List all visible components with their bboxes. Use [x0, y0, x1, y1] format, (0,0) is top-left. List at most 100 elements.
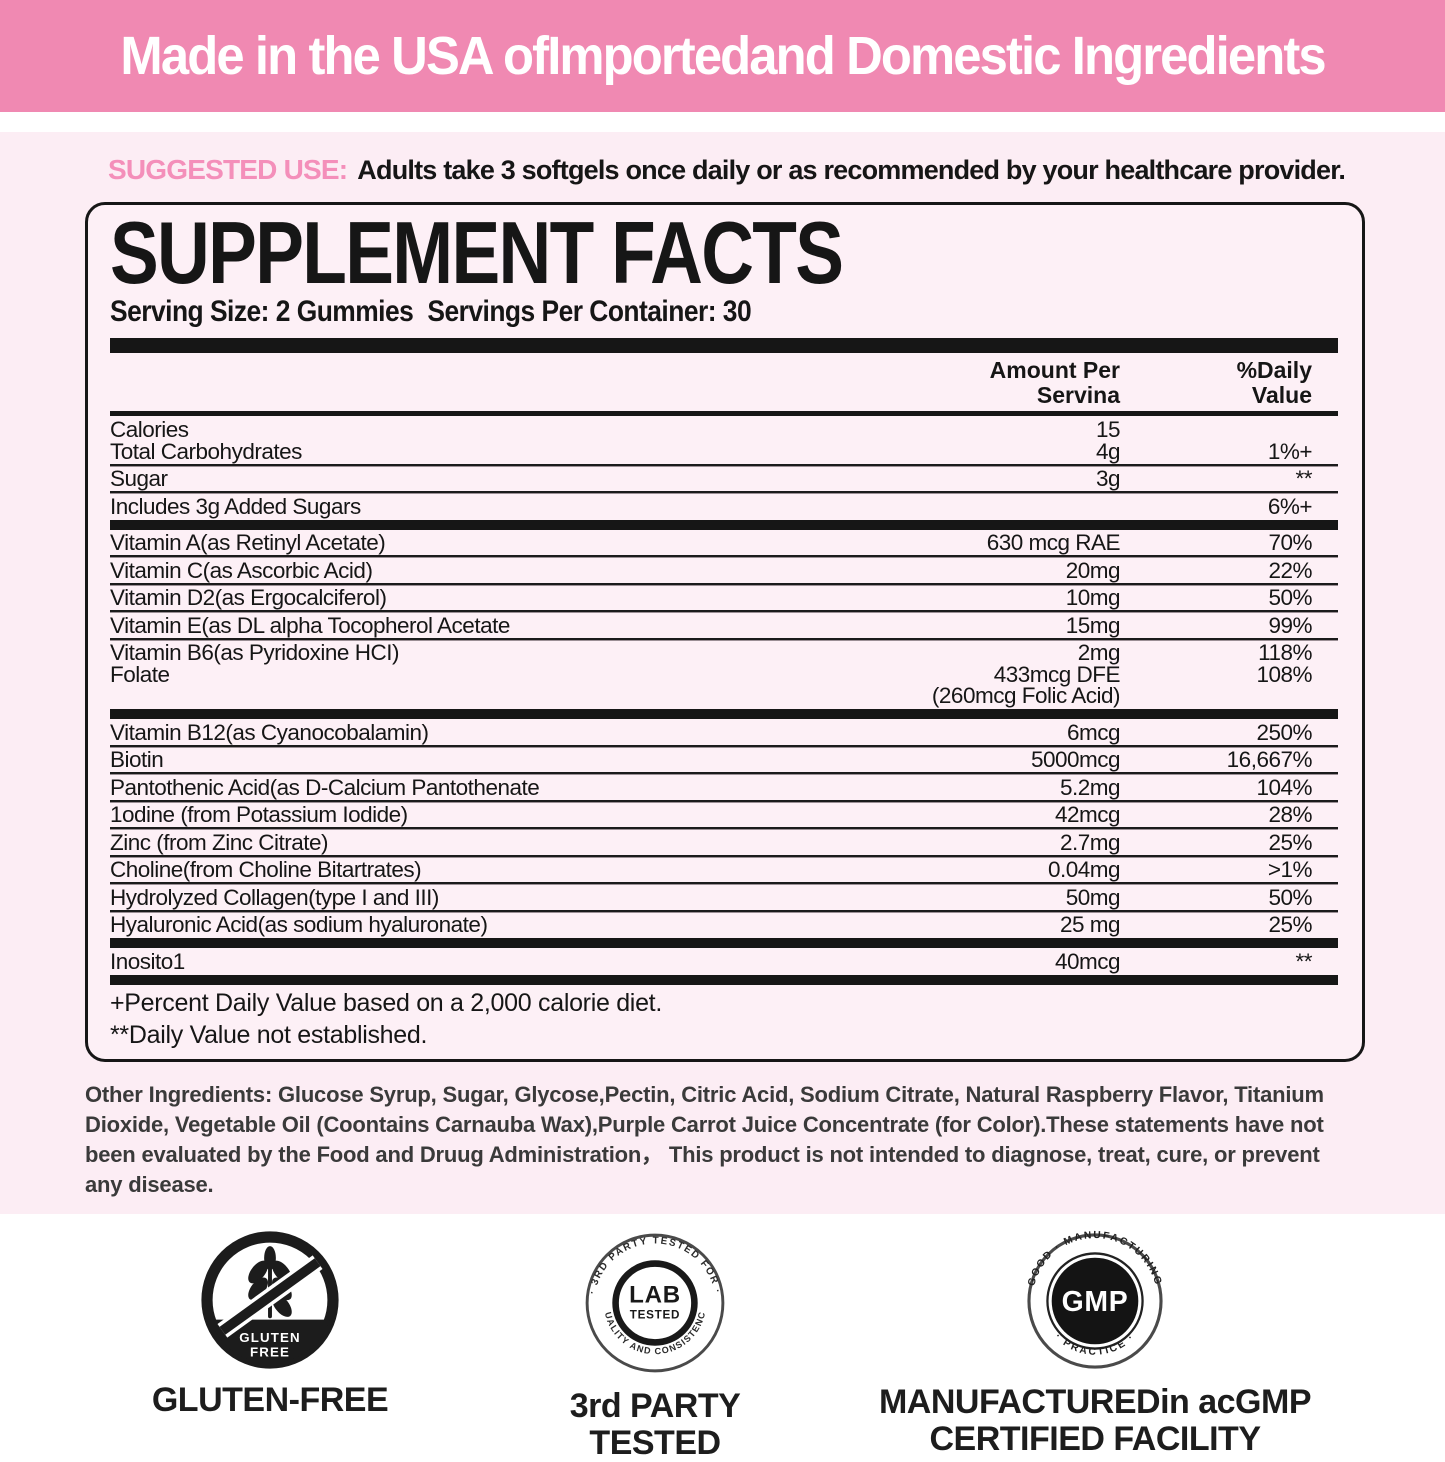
row-separator-thick — [110, 974, 1338, 985]
nutrient-amount: 50mg — [1065, 884, 1121, 910]
footnote-not-established: **Daily Value not established. — [110, 1020, 428, 1049]
lab-label-line1: 3rd PARTY — [569, 1386, 741, 1425]
row-separator-thin — [110, 555, 1338, 558]
nutrient-name: Vitamin D2(as Ergocalciferol) — [110, 585, 387, 610]
dv-header-line1: %Daily — [1236, 357, 1312, 383]
nutrient-amount: 5.2mg — [1059, 774, 1121, 800]
nutrient-daily-value: 108% — [1256, 661, 1312, 687]
gmp-label-line1: MANUFACTUREDin acGMP — [878, 1382, 1312, 1421]
nutrient-name: Vitamin B12(as Cyanocobalamin) — [110, 719, 429, 745]
daily-value-header: %Daily Value — [1120, 358, 1338, 408]
row-separator-thick — [110, 519, 1338, 530]
nutrient-daily-value: 104% — [1256, 774, 1312, 800]
nutrient-name: Hyaluronic Acid(as sodium hyaluronate) — [110, 912, 488, 937]
nutrient-name: Pantothenic Acid(as D-Calcium Pantothena… — [110, 774, 540, 800]
nutrient-daily-value — [1120, 686, 1338, 706]
nutrient-name: Folate — [110, 661, 170, 687]
certification-badges: GLUTEN FREE GLUTEN-FREE LAB TESTED · 3RD… — [0, 1213, 1445, 1462]
row-separator-thin — [110, 637, 1338, 641]
divider-strip — [0, 112, 1445, 132]
row-separator-thick — [110, 938, 1338, 948]
table-row: Vitamin E(as DL alpha Tocopherol Acetate… — [110, 612, 1338, 638]
nutrient-amount: 630 mcg RAE — [986, 530, 1121, 555]
table-row: Includes 3g Added Sugars 6%+ — [110, 493, 1338, 519]
row-separator-thin — [110, 882, 1338, 885]
nutrient-daily-value: 118% — [1258, 640, 1312, 665]
nutrient-daily-value: 70% — [1268, 530, 1312, 555]
row-separator-thin — [110, 744, 1338, 748]
table-row: Pantothenic Acid(as D-Calcium Pantothena… — [110, 774, 1338, 800]
header-spacer — [110, 358, 820, 408]
suggested-use-line: SUGGESTED USE: Adults take 3 softgels onc… — [108, 154, 1445, 186]
gmp-badge: GMP GOOD · MANUFACTURING · PRACTICE · MA… — [845, 1230, 1345, 1462]
table-row: Vitamin A(as Retinyl Acetate) 630 mcg RA… — [110, 532, 1338, 554]
gmp-center-text: GMP — [1062, 1285, 1129, 1317]
gluten-free-icon: GLUTEN FREE — [201, 1230, 339, 1369]
gluten-circle-text2: FREE — [250, 1344, 290, 1359]
table-row: Hyaluronic Acid(as sodium hyaluronate) 2… — [110, 914, 1338, 936]
label-body: SUGGESTED USE: Adults take 3 softgels onc… — [0, 132, 1445, 1214]
amount-header-line1: Amount Per — [989, 357, 1120, 383]
nutrient-amount: 5000mcg — [1030, 747, 1121, 772]
amount-per-serving-header: Amount Per Servina — [820, 358, 1120, 408]
top-banner: Made in the USA ofImportedand Domestic I… — [0, 0, 1445, 112]
lab-center-text2: TESTED — [630, 1308, 680, 1321]
nutrient-amount: 4g — [1095, 438, 1121, 464]
nutrient-name: Total Carbohydrates — [110, 438, 302, 464]
nutrient-name: Includes 3g Added Sugars — [110, 493, 361, 519]
other-ingredients: Other Ingredients: Glucose Syrup, Sugar,… — [85, 1081, 1324, 1197]
gluten-free-label: GLUTEN-FREE — [151, 1380, 389, 1419]
footnote-daily-value: +Percent Daily Value based on a 2,000 ca… — [110, 988, 662, 1017]
nutrient-daily-value: 16,667% — [1226, 747, 1313, 772]
table-row: Vitamin B12(as Cyanocobalamin) 6mcg 250% — [110, 719, 1338, 745]
gmp-label-line2: CERTIFIED FACILITY — [929, 1419, 1262, 1458]
amount-header-line2: Servina — [1036, 382, 1120, 408]
lab-tested-icon: LAB TESTED · 3RD PARTY TESTED FOR · QUAL… — [582, 1230, 725, 1372]
nutrient-daily-value — [1120, 420, 1338, 440]
lab-center-text1: LAB — [629, 1281, 681, 1308]
suggested-use-text: Adults take 3 softgels once daily or as … — [357, 155, 1346, 185]
nutrient-amount: 15 — [1095, 417, 1121, 442]
nutrient-amount: 6mcg — [1066, 719, 1121, 745]
table-top-bar — [110, 338, 1338, 353]
nutrient-amount: 42mcg — [1054, 802, 1121, 827]
nutrient-amount: 2.7mg — [1059, 829, 1121, 855]
nutrient-amount — [820, 497, 1120, 517]
nutrient-name: Vitamin E(as DL alpha Tocopherol Acetate — [110, 612, 510, 638]
gmp-label: MANUFACTUREDin acGMP CERTIFIED FACILITY — [878, 1382, 1312, 1458]
table-row: Hydrolyzed Collagen(type I and III) 50mg… — [110, 884, 1338, 910]
gluten-circle-text1: GLUTEN — [239, 1330, 300, 1345]
nutrient-daily-value: ** — [1295, 948, 1312, 974]
nutrient-name: Vitamin B6(as Pyridoxine HCI) — [110, 640, 399, 665]
table-header-row: Amount Per Servina %Daily Value — [110, 353, 1338, 411]
row-separator-thin — [110, 772, 1338, 775]
nutrient-name: Biotin — [110, 747, 164, 772]
table-row: (260mcg Folic Acid) — [110, 685, 1338, 707]
row-separator-thin — [110, 582, 1338, 586]
nutrient-amount: (260mcg Folic Acid) — [931, 683, 1121, 708]
table-row: Biotin 5000mcg 16,667% — [110, 749, 1338, 771]
nutrient-amount: 433mcg DFE — [993, 661, 1121, 687]
badge-inner-circle — [612, 1259, 698, 1346]
row-separator-thin — [110, 491, 1338, 494]
nutrient-daily-value: 25% — [1268, 912, 1312, 937]
nutrient-name: Sugar — [110, 466, 168, 491]
nutrient-daily-value: 28% — [1268, 802, 1312, 827]
nutrient-name: Hydrolyzed Collagen(type I and III) — [110, 884, 439, 910]
table-row: Total Carbohydrates 4g 1%+ — [110, 438, 1338, 464]
nutrient-daily-value: 99% — [1268, 612, 1312, 638]
badge-bottom-segment — [210, 1319, 330, 1363]
table-row: Calories 15 — [110, 419, 1338, 441]
serving-info: Serving Size: 2 Gummies Servings Per Cont… — [110, 295, 1191, 329]
nutrient-amount: 40mcg — [1054, 948, 1121, 974]
nutrient-name: Choline(from Choline Bitartrates) — [110, 857, 422, 882]
nutrient-name: 1odine (from Potassium Iodide) — [110, 802, 408, 827]
supplement-facts-panel: SUPPLEMENT FACTS Serving Size: 2 Gummies… — [85, 202, 1365, 1062]
nutrient-amount: 15mg — [1065, 612, 1121, 638]
nutrient-daily-value: 22% — [1268, 557, 1312, 583]
nutrient-amount: 0.04mg — [1047, 857, 1121, 882]
nutrient-daily-value: 25% — [1268, 829, 1312, 855]
row-separator-thin — [110, 827, 1338, 830]
nutrient-name: Calories — [110, 417, 189, 442]
